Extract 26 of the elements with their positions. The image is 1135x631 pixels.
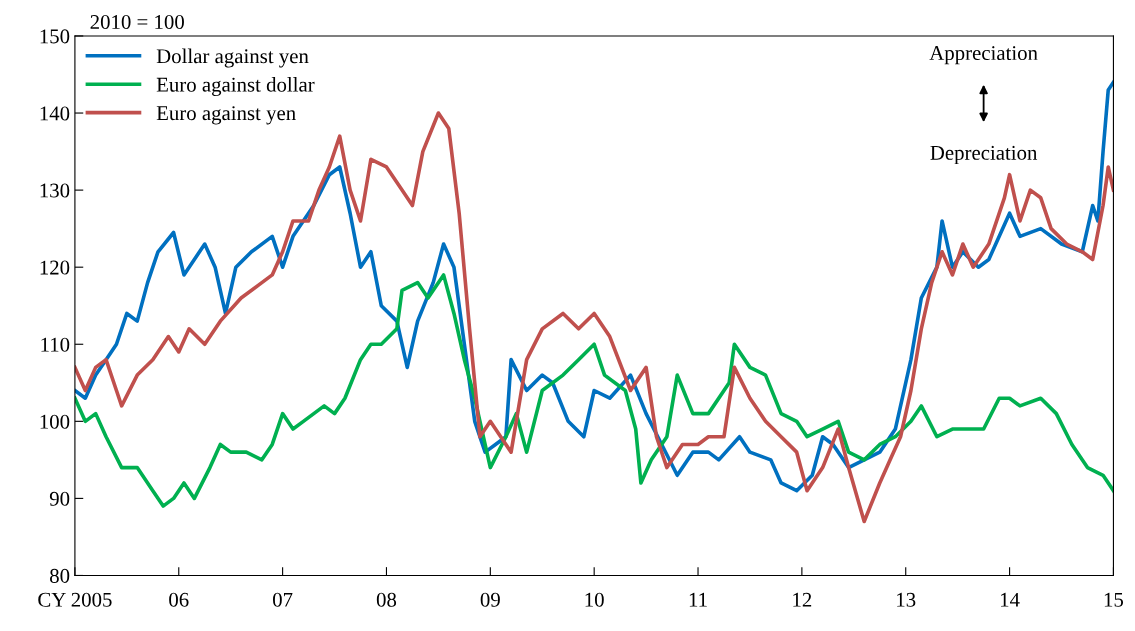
x-tick-label: CY 2005	[38, 592, 112, 607]
y-tick-label: 80	[50, 568, 70, 583]
x-tick-label: 07	[272, 592, 293, 607]
x-tick-label: 15	[1104, 592, 1124, 607]
x-tick-label: 10	[585, 592, 604, 607]
x-tick-label: 11	[689, 592, 707, 607]
x-tick-label: 08	[376, 592, 397, 607]
y-tick-label: 100	[40, 414, 70, 429]
legend-label: Dollar against yen	[156, 48, 309, 68]
y-axis-title: 2010 = 100	[90, 14, 184, 30]
legend-label: Euro against dollar	[156, 77, 315, 96]
y-tick-label: 140	[40, 106, 70, 121]
annotation: Appreciation	[929, 46, 1038, 65]
y-tick-label: 150	[40, 29, 70, 44]
y-tick-label: 110	[41, 337, 70, 352]
x-tick-label: 12	[793, 592, 812, 607]
annotation: Depreciation	[930, 145, 1038, 165]
legend-label: Euro against yen	[156, 106, 296, 125]
y-tick-label: 90	[49, 491, 70, 506]
x-tick-label: 13	[897, 592, 916, 607]
y-tick-label: 130	[40, 183, 70, 198]
x-tick-label: 09	[480, 592, 500, 607]
y-tick-label: 120	[40, 260, 70, 275]
line-series	[74, 273, 1114, 508]
x-tick-label: 14	[1001, 592, 1020, 607]
x-tick-label: 06	[169, 592, 189, 607]
